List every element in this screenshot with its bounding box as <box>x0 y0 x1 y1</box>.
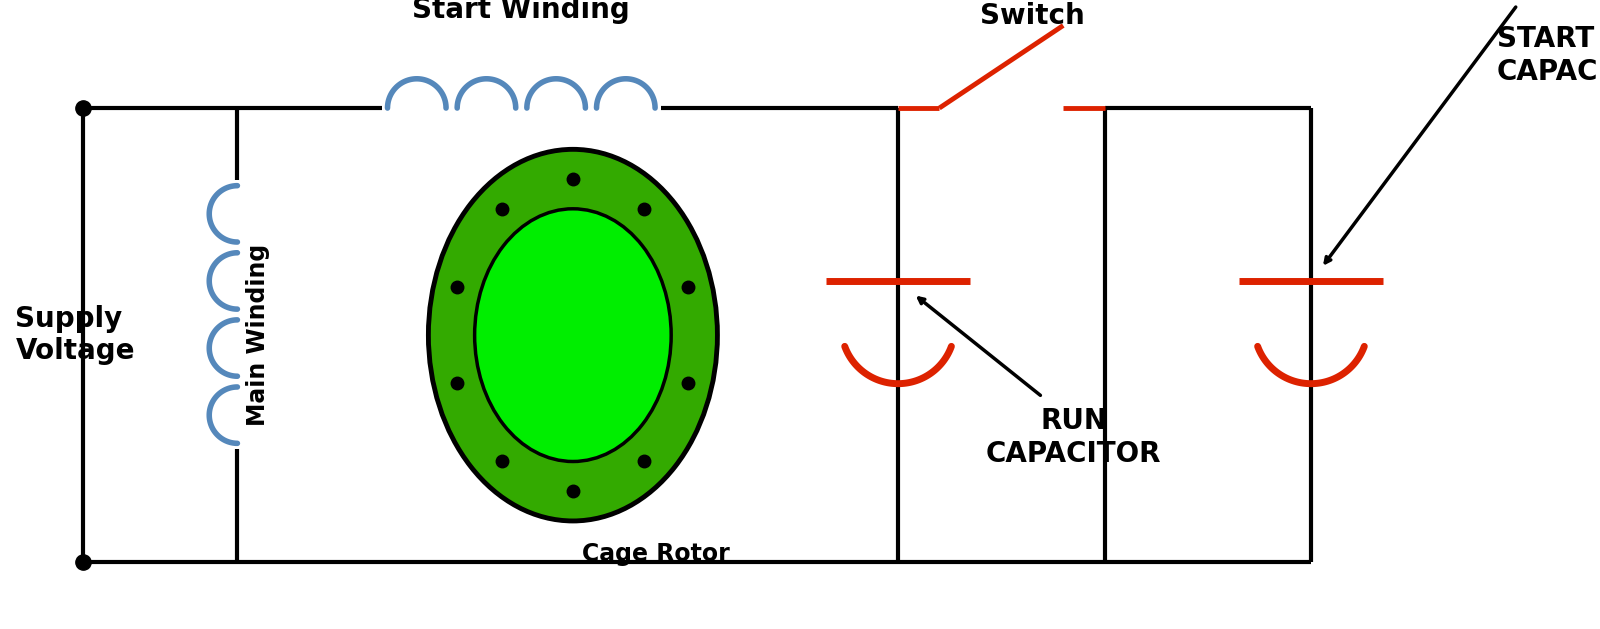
Text: START
CAPACITOR: START CAPACITOR <box>1496 25 1600 86</box>
Ellipse shape <box>475 209 670 462</box>
Text: RUN
CAPACITOR: RUN CAPACITOR <box>986 408 1162 468</box>
Text: Cage Rotor: Cage Rotor <box>582 542 730 565</box>
Text: Supply
Voltage: Supply Voltage <box>16 305 134 365</box>
Ellipse shape <box>429 149 717 521</box>
Text: Main Winding: Main Winding <box>246 244 270 426</box>
Text: Start Winding: Start Winding <box>413 0 630 24</box>
Text: Centrifugal
Switch: Centrifugal Switch <box>944 0 1120 30</box>
